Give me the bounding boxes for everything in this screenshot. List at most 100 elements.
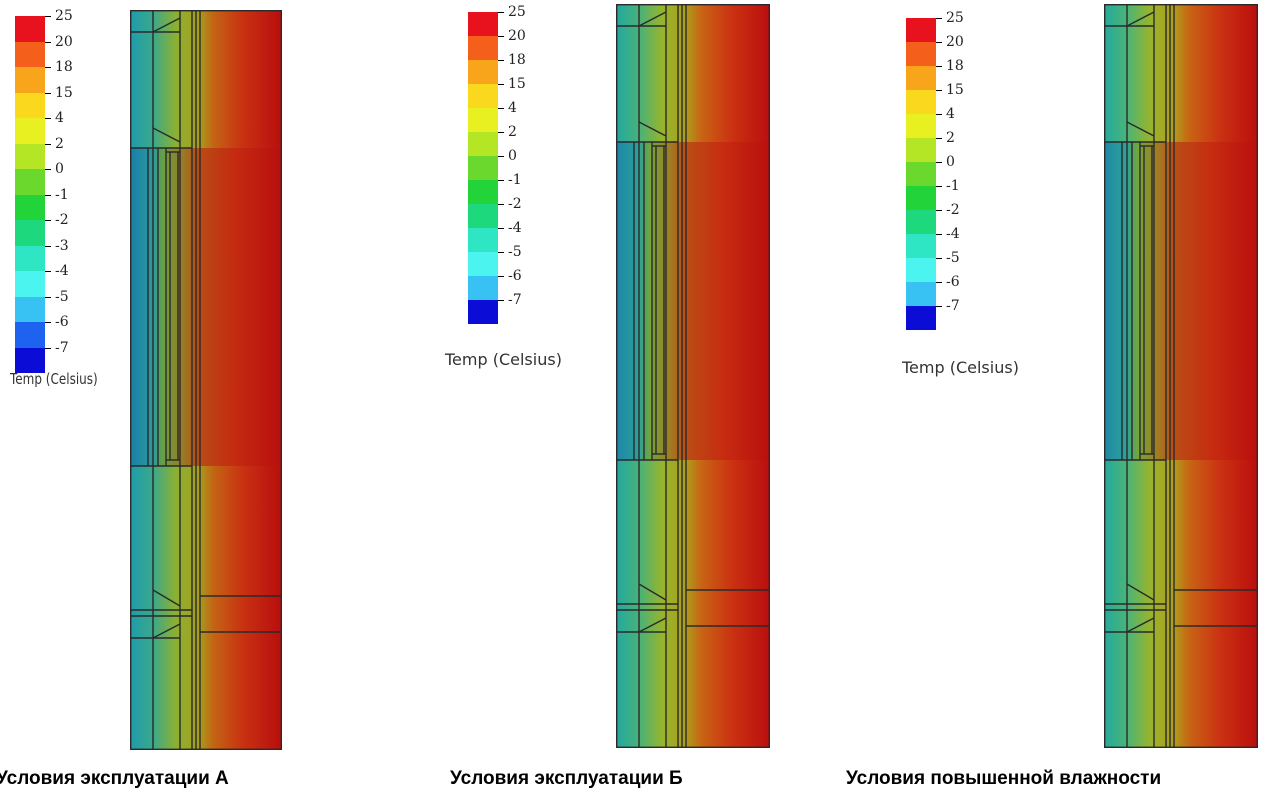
legend-tick bbox=[936, 234, 942, 235]
legend-tick-label: 25 bbox=[946, 10, 964, 26]
legend-tick bbox=[45, 347, 51, 349]
legend-tick-label: 4 bbox=[946, 106, 955, 122]
legend-tick bbox=[45, 296, 51, 298]
legend-swatch bbox=[906, 210, 936, 234]
legend-tick-label: 0 bbox=[55, 161, 64, 177]
legend-tick bbox=[936, 186, 942, 187]
legend-tick bbox=[936, 306, 942, 307]
legend-swatch bbox=[468, 180, 498, 204]
legend-swatch bbox=[906, 90, 936, 114]
legend-tick bbox=[498, 204, 504, 205]
legend-tick bbox=[936, 210, 942, 211]
legend-swatch bbox=[468, 132, 498, 156]
legend-tick bbox=[45, 271, 51, 272]
legend-tick bbox=[45, 92, 51, 94]
legend-tick-label: 20 bbox=[508, 28, 526, 44]
legend-swatch bbox=[906, 42, 936, 66]
legend-tick-label: -3 bbox=[55, 237, 69, 254]
caption-high-humidity: Условия повышенной влажности bbox=[846, 768, 1162, 789]
legend-tick bbox=[936, 282, 942, 283]
legend-swatch bbox=[468, 108, 498, 132]
legend-swatch bbox=[15, 220, 45, 246]
legend-tick-label: 4 bbox=[508, 100, 517, 116]
legend-tick bbox=[936, 162, 942, 163]
legend-tick bbox=[45, 143, 51, 145]
legend-tick bbox=[498, 84, 504, 85]
legend-swatch bbox=[15, 169, 45, 195]
legend-tick bbox=[498, 300, 504, 301]
legend-tick bbox=[498, 228, 504, 229]
legend-swatch bbox=[906, 234, 936, 258]
legend-swatch bbox=[15, 271, 45, 297]
legend-swatch bbox=[906, 282, 936, 306]
legend-tick-label: -1 bbox=[946, 178, 960, 194]
legend-tick-label: 20 bbox=[55, 33, 73, 50]
panel-conditions-a: 25 20 18 15 4 2 0 -1 -2 -3 -4 -5 -6 -7 Temp (Celsius) bbox=[0, 0, 420, 809]
legend-swatch bbox=[15, 92, 45, 118]
legend-swatch bbox=[468, 12, 498, 36]
legend-swatch bbox=[468, 204, 498, 228]
legend-tick-label: 25 bbox=[55, 8, 73, 24]
legend-tick-label: -5 bbox=[946, 250, 960, 266]
legend-swatch bbox=[15, 245, 45, 271]
legend-tick bbox=[45, 220, 51, 221]
legend-swatch bbox=[15, 41, 45, 67]
legend-tick-label: 0 bbox=[946, 154, 955, 170]
legend-swatch bbox=[906, 162, 936, 186]
legend-tick-label: -4 bbox=[508, 220, 522, 236]
legend-tick-label: 0 bbox=[508, 148, 517, 164]
legend-title: Temp (Celsius) bbox=[10, 370, 98, 388]
legend-tick bbox=[936, 18, 942, 19]
caption-conditions-b: Условия эксплуатации Б bbox=[450, 768, 683, 789]
legend-swatch bbox=[468, 300, 498, 324]
legend-swatch bbox=[15, 347, 45, 373]
legend-tick-label: 18 bbox=[946, 58, 964, 74]
legend-swatch bbox=[15, 16, 45, 42]
legend-tick-label: -5 bbox=[55, 288, 69, 305]
legend-tick-label: -2 bbox=[55, 212, 69, 228]
thermal-section-diagram bbox=[1104, 4, 1258, 748]
legend-tick bbox=[498, 108, 504, 109]
legend-swatch bbox=[15, 322, 45, 348]
legend-tick bbox=[936, 258, 942, 259]
legend-tick-label: 25 bbox=[508, 4, 526, 20]
legend-swatch bbox=[468, 252, 498, 276]
legend-tick-label: 15 bbox=[946, 82, 964, 98]
legend-swatch bbox=[15, 67, 45, 93]
legend-tick bbox=[45, 41, 51, 43]
legend-swatch bbox=[15, 143, 45, 169]
legend-swatch bbox=[906, 306, 936, 330]
legend-tick-label: 2 bbox=[946, 130, 955, 146]
legend-swatch bbox=[906, 18, 936, 42]
legend-tick bbox=[936, 90, 942, 91]
legend-tick-label: -7 bbox=[946, 298, 960, 314]
legend-tick-label: 18 bbox=[508, 52, 526, 68]
legend-tick bbox=[45, 194, 51, 196]
legend-tick-label: -4 bbox=[55, 263, 69, 279]
legend-tick bbox=[498, 180, 504, 181]
legend-swatch bbox=[906, 114, 936, 138]
legend-swatch bbox=[15, 118, 45, 144]
legend-tick-label: -1 bbox=[55, 186, 69, 203]
legend-tick-label: -4 bbox=[946, 226, 960, 242]
legend-tick-label: -6 bbox=[508, 268, 522, 284]
legend-swatch bbox=[906, 258, 936, 282]
legend-tick-label: 15 bbox=[55, 84, 73, 101]
legend-title: Temp (Celsius) bbox=[445, 350, 562, 369]
legend-tick-label: -6 bbox=[946, 274, 960, 290]
legend-swatch bbox=[906, 186, 936, 210]
legend-swatch bbox=[15, 194, 45, 220]
panel-conditions-b: 25 20 18 15 4 2 0 -1 -2 -4 -5 -6 -7 Temp (Celsius) bbox=[420, 0, 840, 809]
legend-tick-label: -2 bbox=[946, 202, 960, 218]
legend-tick bbox=[45, 169, 51, 170]
legend-swatch bbox=[468, 84, 498, 108]
legend-swatch bbox=[906, 138, 936, 162]
legend-tick-label: 18 bbox=[55, 59, 73, 75]
legend-swatch bbox=[468, 228, 498, 252]
legend-tick bbox=[45, 16, 51, 17]
legend-tick bbox=[936, 42, 942, 43]
legend-tick-label: -7 bbox=[55, 339, 69, 356]
legend-swatch bbox=[906, 66, 936, 90]
legend-tick-label: -2 bbox=[508, 196, 522, 212]
panel-high-humidity: 25 20 18 15 4 2 0 -1 -2 -4 -5 -6 -7 Temp (Celsius) bbox=[840, 0, 1272, 809]
